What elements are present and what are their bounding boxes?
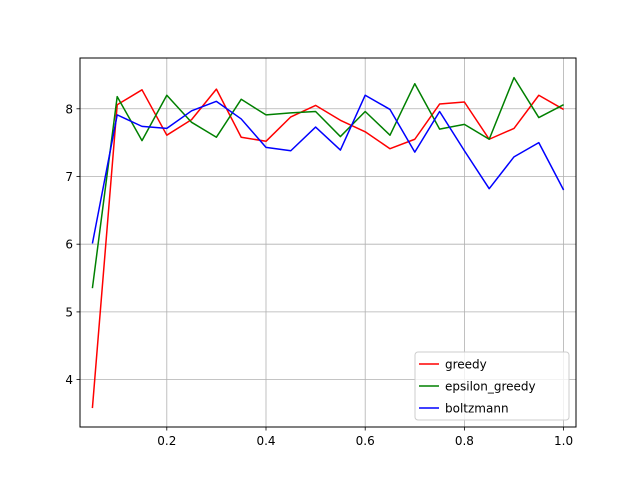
y-tick-label: 6 bbox=[65, 238, 73, 252]
series-lines bbox=[91, 76, 565, 409]
legend-label: epsilon_greedy bbox=[445, 380, 536, 394]
x-axis: 0.2 0.4 0.6 0.8 1.0 bbox=[157, 427, 573, 448]
x-tick-label: 0.4 bbox=[256, 434, 275, 448]
x-tick-label: 1.0 bbox=[554, 434, 573, 448]
series-line-greedy bbox=[91, 88, 564, 409]
y-tick-label: 4 bbox=[65, 373, 73, 387]
legend-label: boltzmann bbox=[445, 402, 509, 416]
legend: greedy epsilon_greedy boltzmann bbox=[414, 351, 570, 421]
x-tick-label: 0.6 bbox=[356, 434, 375, 448]
legend-box bbox=[414, 351, 570, 421]
series-line-boltzmann bbox=[91, 94, 565, 244]
y-tick-label: 7 bbox=[65, 170, 73, 184]
y-tick-label: 5 bbox=[65, 305, 73, 319]
series-line-epsilon-greedy bbox=[91, 76, 564, 289]
axes-frame bbox=[79, 57, 577, 428]
x-tick-label: 0.2 bbox=[157, 434, 176, 448]
grid bbox=[80, 58, 576, 427]
legend-label: greedy bbox=[445, 358, 487, 372]
x-tick-label: 0.8 bbox=[455, 434, 474, 448]
y-tick-label: 8 bbox=[65, 102, 73, 116]
y-axis: 4 5 6 7 8 bbox=[65, 102, 80, 387]
